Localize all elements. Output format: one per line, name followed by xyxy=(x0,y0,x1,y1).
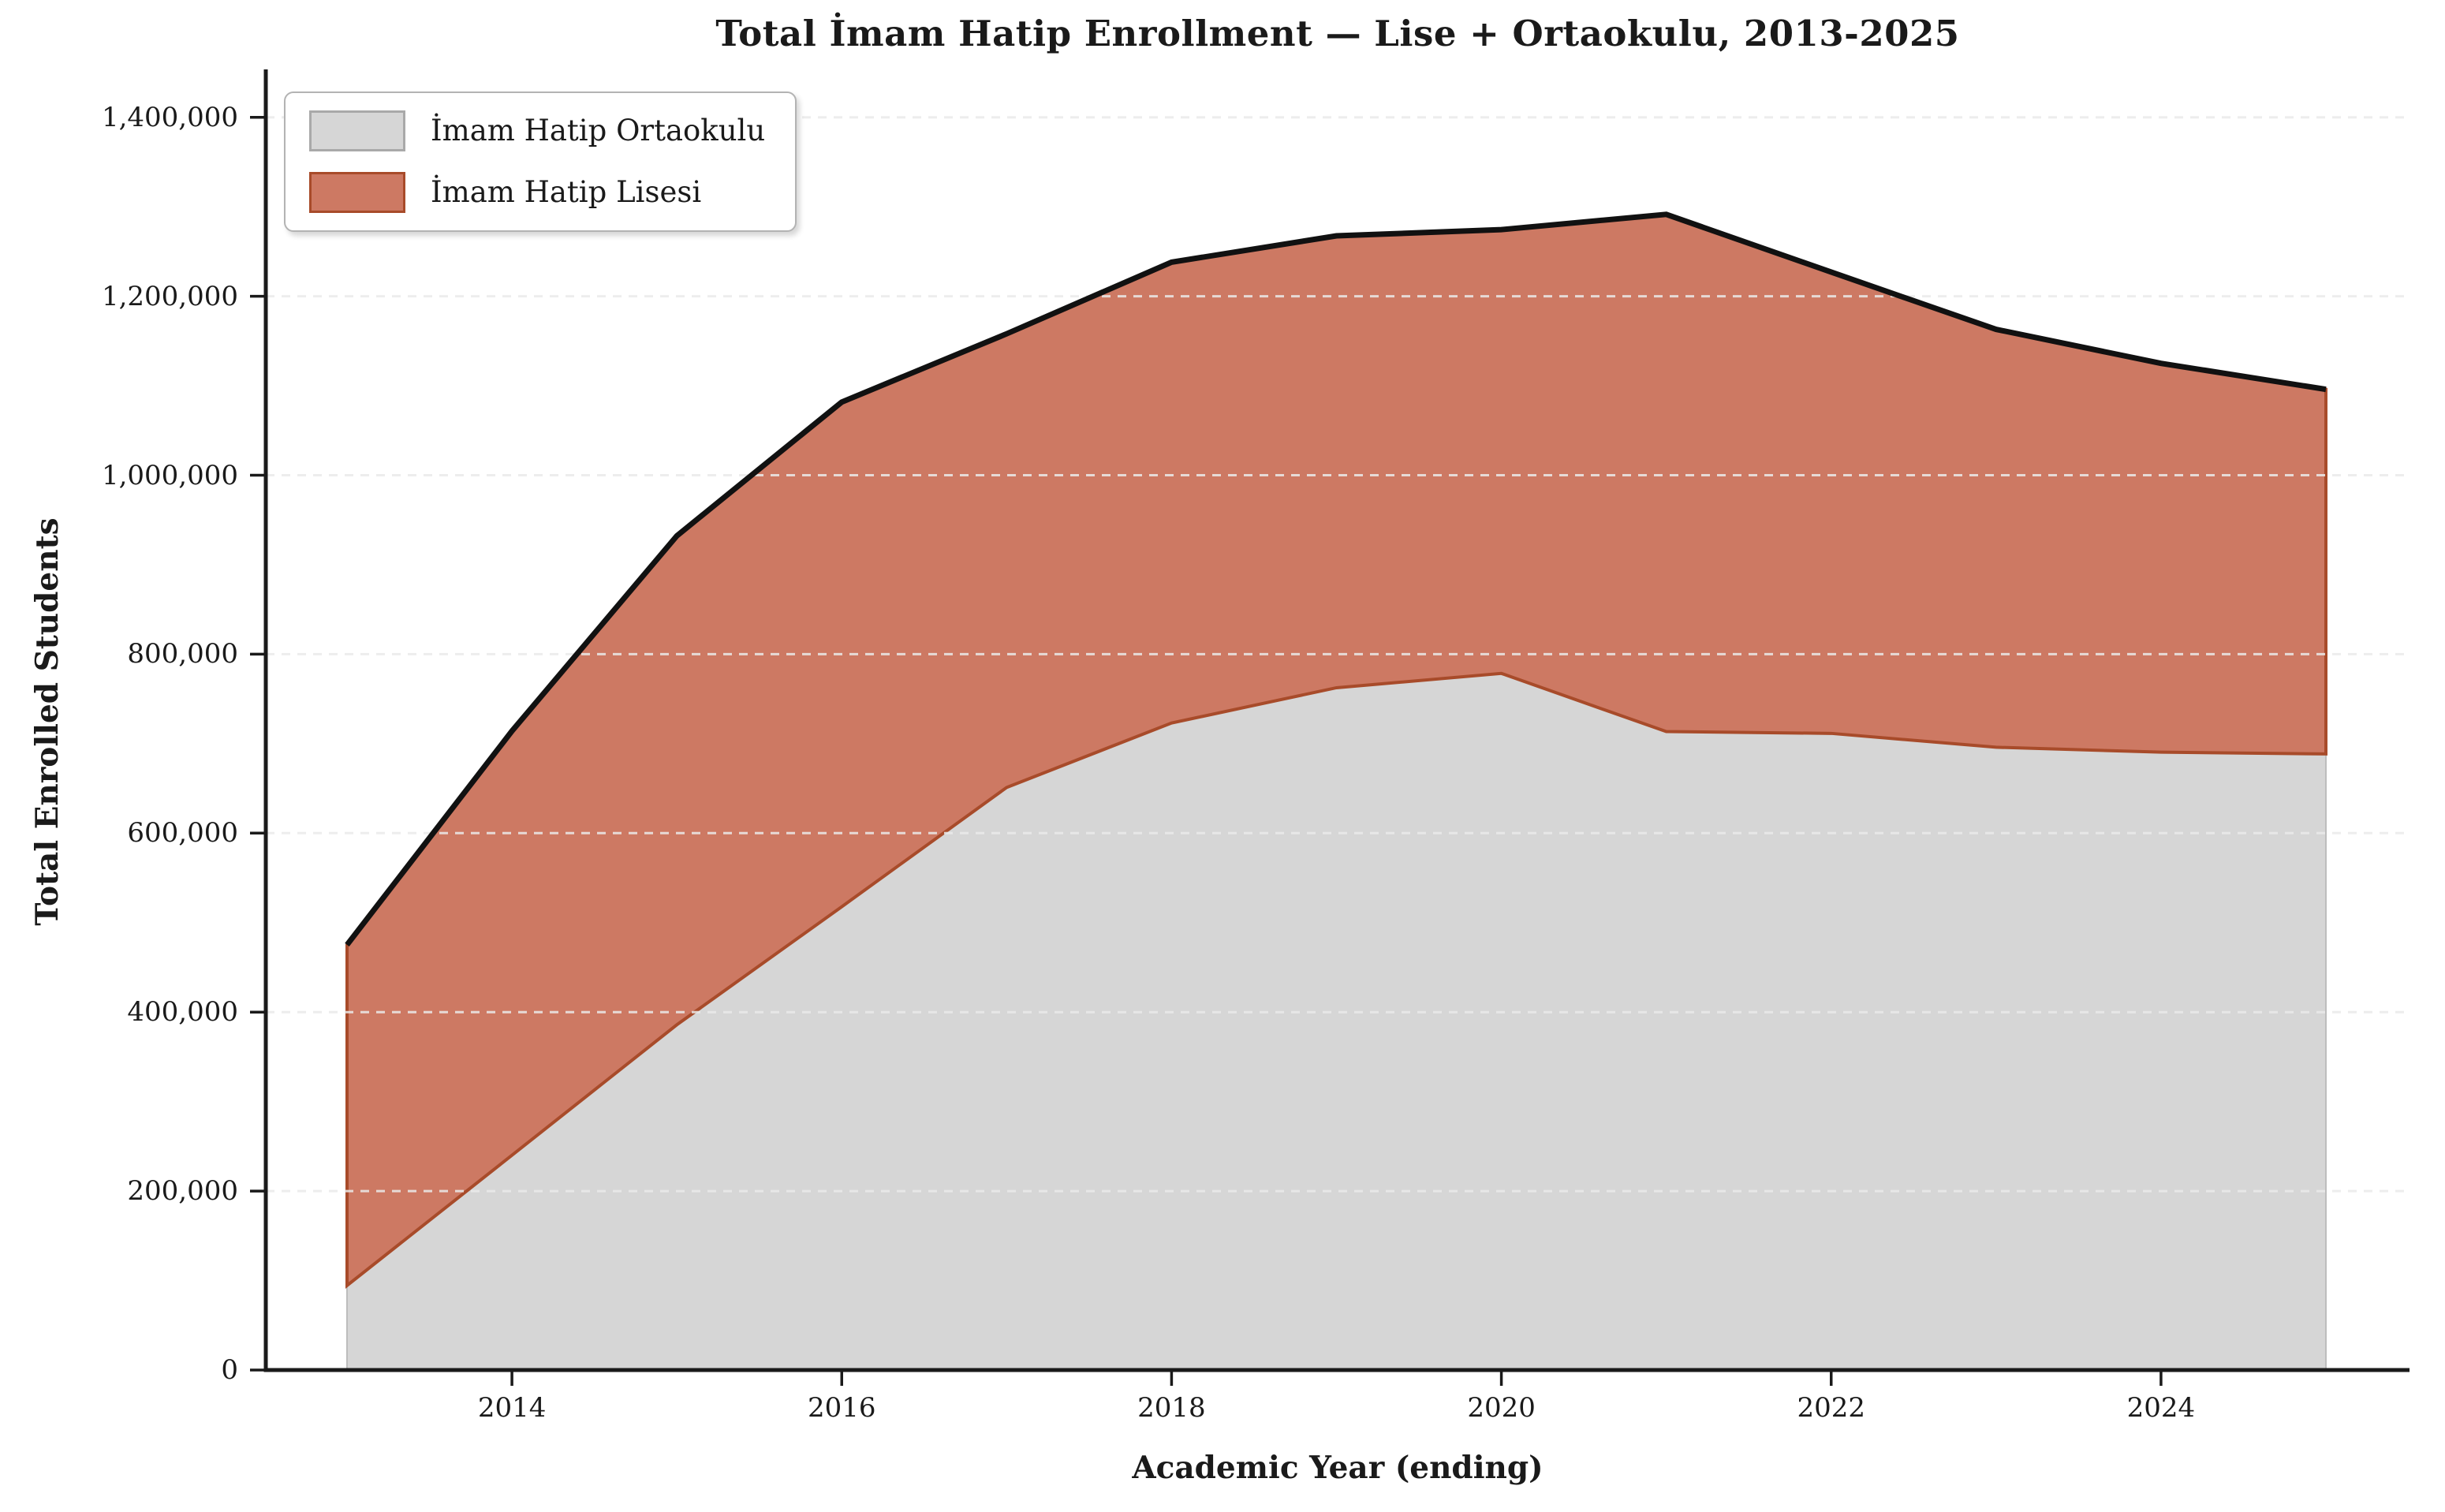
y-tick-label: 600,000 xyxy=(127,817,238,849)
plot-area xyxy=(250,69,2410,1386)
chart-title: Total İmam Hatip Enrollment — Lise + Ort… xyxy=(715,13,1960,54)
y-tick-label: 200,000 xyxy=(127,1175,238,1208)
x-axis-label: Academic Year (ending) xyxy=(1132,1450,1544,1486)
legend-label-ortaokulu: İmam Hatip Ortaokulu xyxy=(431,114,766,147)
y-tick-label: 800,000 xyxy=(127,638,238,670)
legend: İmam Hatip Ortaokulu İmam Hatip Lisesi xyxy=(284,91,797,232)
x-tick-label: 2018 xyxy=(1137,1392,1206,1424)
legend-swatch-lisesi-icon xyxy=(309,172,405,213)
legend-label-lisesi: İmam Hatip Lisesi xyxy=(431,175,702,209)
legend-item-ortaokulu: İmam Hatip Ortaokulu xyxy=(309,110,771,151)
y-tick-label: 0 xyxy=(221,1354,238,1386)
total-enrollment-line xyxy=(345,211,2327,946)
stacked-area-chart xyxy=(250,69,2410,1386)
legend-item-lisesi: İmam Hatip Lisesi xyxy=(309,172,771,213)
x-tick-label: 2020 xyxy=(1467,1392,1536,1424)
x-tick-label: 2014 xyxy=(477,1392,547,1424)
x-tick-label: 2024 xyxy=(2126,1392,2196,1424)
legend-swatch-ortaokulu-icon xyxy=(309,110,405,151)
y-tick-label: 400,000 xyxy=(127,996,238,1029)
y-tick-label: 1,200,000 xyxy=(101,280,238,312)
y-tick-label: 1,000,000 xyxy=(101,459,238,491)
y-tick-label: 1,400,000 xyxy=(101,101,238,133)
x-tick-label: 2022 xyxy=(1797,1392,1866,1424)
x-tick-label: 2016 xyxy=(807,1392,876,1424)
y-axis-label: Total Enrolled Students xyxy=(29,517,65,926)
